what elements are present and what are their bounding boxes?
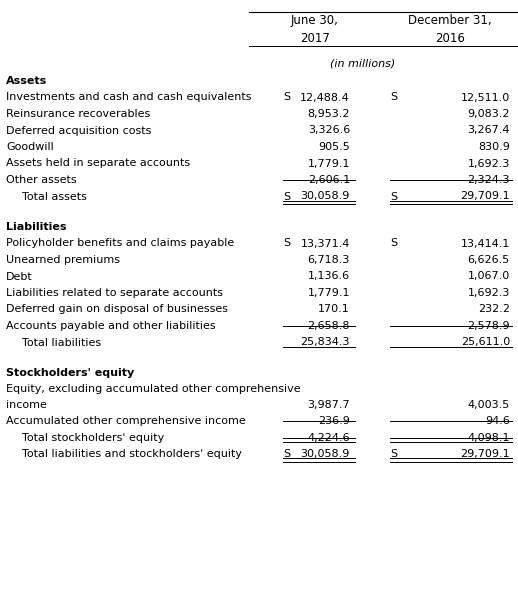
Text: 1,779.1: 1,779.1 — [308, 159, 350, 169]
Text: Deferred gain on disposal of businesses: Deferred gain on disposal of businesses — [6, 304, 228, 314]
Text: 4,003.5: 4,003.5 — [468, 400, 510, 410]
Text: Reinsurance recoverables: Reinsurance recoverables — [6, 109, 150, 119]
Text: 12,488.4: 12,488.4 — [300, 92, 350, 103]
Text: December 31,: December 31, — [408, 14, 492, 27]
Text: 30,058.9: 30,058.9 — [300, 191, 350, 202]
Text: 12,511.0: 12,511.0 — [461, 92, 510, 103]
Text: 2017: 2017 — [300, 32, 330, 45]
Text: 830.9: 830.9 — [478, 142, 510, 152]
Text: 3,987.7: 3,987.7 — [307, 400, 350, 410]
Text: 1,136.6: 1,136.6 — [308, 271, 350, 282]
Text: Debt: Debt — [6, 271, 33, 282]
Text: 13,371.4: 13,371.4 — [300, 239, 350, 248]
Text: 3,326.6: 3,326.6 — [308, 125, 350, 135]
Text: 29,709.1: 29,709.1 — [461, 449, 510, 459]
Text: 6,626.5: 6,626.5 — [468, 255, 510, 265]
Text: S: S — [390, 191, 397, 202]
Text: S: S — [390, 449, 397, 459]
Text: income: income — [6, 400, 47, 410]
Text: 13,414.1: 13,414.1 — [461, 239, 510, 248]
Text: June 30,: June 30, — [291, 14, 339, 27]
Text: 1,692.3: 1,692.3 — [468, 159, 510, 169]
Text: S: S — [283, 239, 290, 248]
Text: 905.5: 905.5 — [318, 142, 350, 152]
Text: S: S — [283, 191, 290, 202]
Text: Stockholders' equity: Stockholders' equity — [6, 368, 134, 378]
Text: 6,718.3: 6,718.3 — [308, 255, 350, 265]
Text: 4,224.6: 4,224.6 — [307, 433, 350, 443]
Text: 236.9: 236.9 — [318, 416, 350, 426]
Text: 30,058.9: 30,058.9 — [300, 449, 350, 459]
Text: 29,709.1: 29,709.1 — [461, 191, 510, 202]
Text: 232.2: 232.2 — [478, 304, 510, 314]
Text: 9,083.2: 9,083.2 — [468, 109, 510, 119]
Text: Total stockholders' equity: Total stockholders' equity — [22, 433, 164, 443]
Text: 2,658.8: 2,658.8 — [308, 321, 350, 331]
Text: Deferred acquisition costs: Deferred acquisition costs — [6, 125, 151, 135]
Text: Equity, excluding accumulated other comprehensive: Equity, excluding accumulated other comp… — [6, 384, 300, 394]
Text: S: S — [283, 92, 290, 103]
Text: Goodwill: Goodwill — [6, 142, 54, 152]
Text: Assets held in separate accounts: Assets held in separate accounts — [6, 159, 190, 169]
Text: 3,267.4: 3,267.4 — [468, 125, 510, 135]
Text: Liabilities: Liabilities — [6, 222, 66, 232]
Text: Total liabilities and stockholders' equity: Total liabilities and stockholders' equi… — [22, 449, 242, 459]
Text: 1,692.3: 1,692.3 — [468, 288, 510, 298]
Text: Assets: Assets — [6, 76, 47, 86]
Text: S: S — [390, 92, 397, 103]
Text: (in millions): (in millions) — [330, 58, 395, 68]
Text: 2,606.1: 2,606.1 — [308, 175, 350, 185]
Text: Other assets: Other assets — [6, 175, 77, 185]
Text: 2,578.9: 2,578.9 — [467, 321, 510, 331]
Text: 2016: 2016 — [435, 32, 465, 45]
Text: Accounts payable and other liabilities: Accounts payable and other liabilities — [6, 321, 215, 331]
Text: 170.1: 170.1 — [318, 304, 350, 314]
Text: S: S — [283, 449, 290, 459]
Text: 94.6: 94.6 — [485, 416, 510, 426]
Text: Policyholder benefits and claims payable: Policyholder benefits and claims payable — [6, 239, 234, 248]
Text: Liabilities related to separate accounts: Liabilities related to separate accounts — [6, 288, 223, 298]
Text: Unearned premiums: Unearned premiums — [6, 255, 120, 265]
Text: 4,098.1: 4,098.1 — [468, 433, 510, 443]
Text: S: S — [390, 239, 397, 248]
Text: Total liabilities: Total liabilities — [22, 338, 101, 347]
Text: Accumulated other comprehensive income: Accumulated other comprehensive income — [6, 416, 246, 426]
Text: 2,324.3: 2,324.3 — [468, 175, 510, 185]
Text: 8,953.2: 8,953.2 — [308, 109, 350, 119]
Text: 1,779.1: 1,779.1 — [308, 288, 350, 298]
Text: Total assets: Total assets — [22, 191, 87, 202]
Text: 1,067.0: 1,067.0 — [468, 271, 510, 282]
Text: Investments and cash and cash equivalents: Investments and cash and cash equivalent… — [6, 92, 252, 103]
Text: 25,611.0: 25,611.0 — [461, 338, 510, 347]
Text: 25,834.3: 25,834.3 — [300, 338, 350, 347]
